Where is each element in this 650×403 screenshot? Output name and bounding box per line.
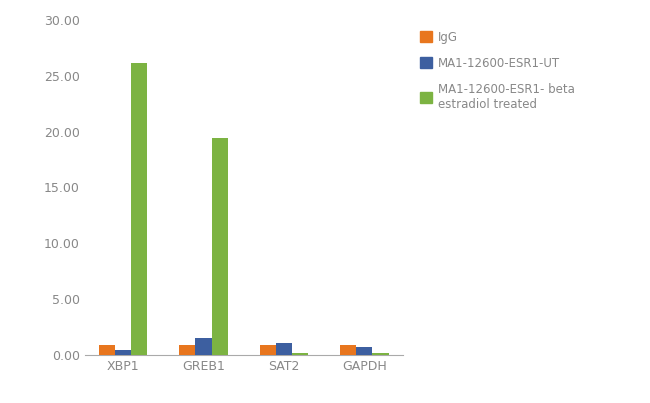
- Bar: [179, 345, 196, 355]
- Bar: [115, 350, 131, 355]
- Bar: [260, 345, 276, 355]
- Bar: [340, 345, 356, 355]
- Bar: [212, 138, 227, 355]
- Bar: [196, 339, 212, 355]
- Legend: IgG, MA1-12600-ESR1-UT, MA1-12600-ESR1- beta
estradiol treated: IgG, MA1-12600-ESR1-UT, MA1-12600-ESR1- …: [415, 26, 579, 116]
- Bar: [131, 62, 148, 355]
- Bar: [356, 347, 372, 355]
- Bar: [292, 353, 308, 355]
- Bar: [99, 345, 115, 355]
- Bar: [276, 343, 292, 355]
- Bar: [372, 353, 389, 355]
